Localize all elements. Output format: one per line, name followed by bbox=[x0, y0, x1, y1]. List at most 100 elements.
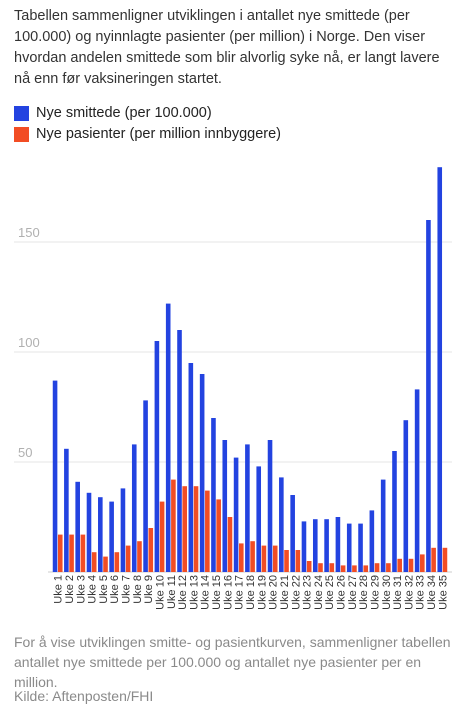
x-tick-label: Uke 3 bbox=[75, 575, 87, 604]
bar-series-2 bbox=[295, 550, 301, 572]
bar-series-2 bbox=[80, 534, 86, 572]
bar-series-1 bbox=[75, 481, 80, 572]
y-tick-label: 150 bbox=[18, 225, 40, 240]
bar-series-2 bbox=[397, 558, 402, 572]
bar-series-2 bbox=[114, 552, 120, 572]
x-tick-label: Uke 23 bbox=[302, 575, 314, 610]
x-tick-label: Uke 7 bbox=[121, 575, 133, 604]
x-tick-label: Uke 27 bbox=[347, 575, 359, 610]
x-tick-label: Uke 31 bbox=[392, 575, 404, 610]
bar-series-1 bbox=[392, 451, 397, 572]
bar-series-1 bbox=[403, 420, 409, 572]
bar-series-1 bbox=[120, 488, 126, 572]
x-tick-label: Uke 13 bbox=[188, 575, 200, 610]
bar-series-2 bbox=[363, 565, 369, 572]
x-tick-label: Uke 5 bbox=[98, 575, 110, 604]
bar-series-1 bbox=[177, 330, 182, 572]
bar-series-2 bbox=[57, 534, 63, 572]
bar-series-1 bbox=[335, 517, 341, 572]
bar-series-1 bbox=[437, 167, 443, 572]
bar-series-1 bbox=[245, 444, 250, 572]
legend-swatch-series-2 bbox=[14, 127, 29, 142]
x-tick-label: Uke 17 bbox=[234, 575, 246, 610]
y-tick-label: 100 bbox=[18, 335, 40, 350]
bar-series-1 bbox=[165, 303, 171, 572]
bar-series-1 bbox=[267, 440, 273, 572]
bar-series-2 bbox=[193, 486, 199, 572]
bar-series-2 bbox=[125, 545, 131, 572]
legend-label-series-2: Nye pasienter (per million innbyggere) bbox=[36, 126, 282, 142]
legend-swatch-series-1 bbox=[14, 106, 29, 121]
bar-series-2 bbox=[386, 563, 391, 572]
bar-series-2 bbox=[171, 479, 176, 572]
bar-series-1 bbox=[222, 440, 228, 572]
legend-item-series-2: Nye pasienter (per million innbyggere) bbox=[14, 124, 281, 145]
x-tick-label: Uke 22 bbox=[290, 575, 302, 610]
bar-series-2 bbox=[205, 490, 210, 572]
bar-series-1 bbox=[256, 466, 262, 572]
x-tick-label: Uke 9 bbox=[143, 575, 155, 604]
x-tick-label: Uke 33 bbox=[415, 575, 427, 610]
x-tick-label: Uke 18 bbox=[245, 575, 257, 610]
bar-series-1 bbox=[199, 374, 205, 572]
chart-intro-text: Tabellen sammenligner utviklingen i anta… bbox=[14, 8, 440, 87]
bar-series-2 bbox=[261, 545, 267, 572]
x-tick-label: Uke 29 bbox=[369, 575, 381, 610]
bar-series-1 bbox=[143, 400, 148, 572]
legend-item-series-1: Nye smittede (per 100.000) bbox=[14, 103, 281, 124]
bar-series-1 bbox=[414, 389, 420, 572]
bar-series-2 bbox=[216, 499, 221, 572]
x-tick-label: Uke 2 bbox=[64, 575, 76, 604]
bar-series-1 bbox=[154, 341, 160, 572]
bar-series-2 bbox=[238, 543, 244, 572]
bar-series-2 bbox=[159, 501, 165, 572]
bar-series-2 bbox=[69, 534, 74, 572]
bar-series-2 bbox=[227, 517, 233, 572]
bar-series-2 bbox=[137, 541, 142, 572]
bar-series-1 bbox=[380, 479, 386, 572]
x-tick-label: Uke 1 bbox=[53, 575, 65, 604]
bar-series-1 bbox=[233, 457, 239, 572]
bar-series-2 bbox=[318, 563, 323, 572]
bar-series-2 bbox=[374, 563, 380, 572]
bar-series-2 bbox=[340, 565, 346, 572]
x-tick-label: Uke 10 bbox=[154, 575, 166, 610]
bar-series-1 bbox=[52, 380, 58, 572]
y-tick-label: 50 bbox=[18, 445, 32, 460]
bar-series-1 bbox=[86, 492, 92, 572]
x-tick-label: Uke 24 bbox=[313, 575, 325, 610]
x-tick-label: Uke 26 bbox=[336, 575, 348, 610]
x-tick-label: Uke 25 bbox=[324, 575, 336, 610]
bar-series-1 bbox=[131, 444, 137, 572]
bar-series-2 bbox=[442, 547, 448, 572]
x-tick-label: Uke 12 bbox=[177, 575, 189, 610]
x-tick-label: Uke 28 bbox=[358, 575, 370, 610]
x-tick-label: Uke 6 bbox=[109, 575, 121, 604]
bar-series-1 bbox=[426, 220, 431, 572]
x-tick-label: Uke 8 bbox=[132, 575, 144, 604]
x-tick-label: Uke 34 bbox=[426, 575, 438, 610]
bar-series-2 bbox=[329, 563, 335, 572]
x-tick-label: Uke 19 bbox=[256, 575, 268, 610]
bar-series-2 bbox=[103, 556, 108, 572]
legend-label-series-1: Nye smittede (per 100.000) bbox=[36, 105, 212, 121]
x-tick-label: Uke 15 bbox=[211, 575, 223, 610]
x-tick-label: Uke 30 bbox=[381, 575, 393, 610]
bar-series-1 bbox=[290, 495, 295, 572]
bar-series-2 bbox=[182, 486, 188, 572]
bar-series-1 bbox=[109, 501, 114, 572]
bar-series-1 bbox=[64, 448, 69, 572]
bar-series-2 bbox=[91, 552, 97, 572]
bar-series-1 bbox=[369, 510, 375, 572]
x-tick-label: Uke 32 bbox=[403, 575, 415, 610]
x-tick-label: Uke 35 bbox=[437, 575, 449, 610]
bar-series-1 bbox=[98, 497, 103, 572]
x-tick-label: Uke 14 bbox=[200, 575, 212, 610]
bar-series-1 bbox=[324, 519, 329, 572]
bar-series-1 bbox=[211, 418, 216, 572]
x-tick-label: Uke 21 bbox=[279, 575, 291, 610]
x-tick-label: Uke 4 bbox=[87, 575, 99, 604]
bar-series-2 bbox=[306, 561, 312, 572]
bar-series-1 bbox=[301, 521, 307, 572]
